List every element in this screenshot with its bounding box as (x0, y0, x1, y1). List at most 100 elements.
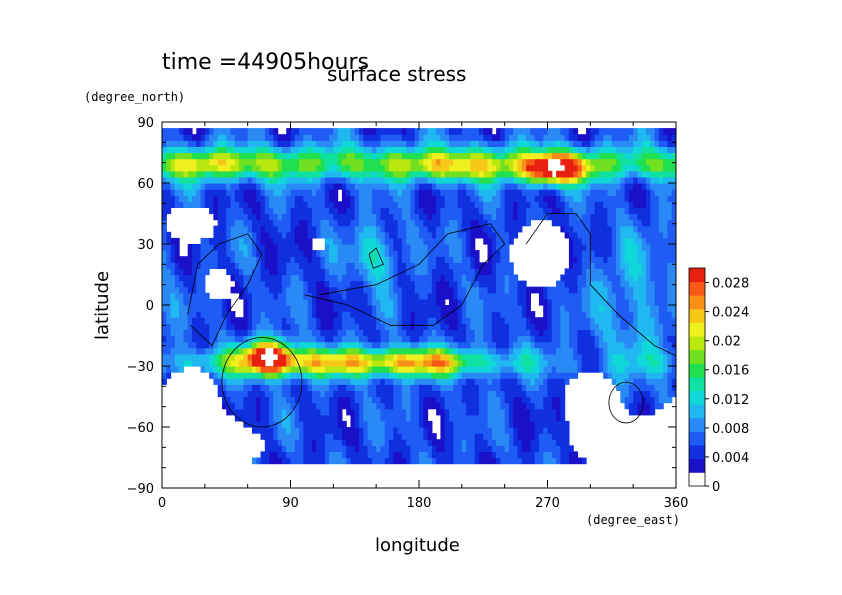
field-cell (371, 323, 377, 330)
field-cell (658, 225, 664, 233)
field-cell (256, 262, 262, 269)
field-cell (397, 231, 403, 239)
field-cell (603, 335, 609, 343)
field-cell (646, 378, 651, 385)
field-cell (423, 390, 429, 398)
field-cell (393, 420, 399, 428)
field-cell (410, 298, 416, 306)
field-cell (389, 311, 394, 318)
field-cell (200, 237, 206, 245)
field-cell (607, 256, 613, 263)
field-cell (170, 359, 176, 367)
field-cell (633, 341, 639, 349)
field-cell (269, 164, 274, 172)
field-cell (466, 256, 471, 263)
field-cell (363, 262, 369, 269)
field-cell (406, 347, 412, 355)
field-cell (200, 170, 206, 178)
field-cell (166, 195, 172, 202)
field-cell (333, 445, 339, 452)
field-cell (401, 207, 407, 215)
field-cell (324, 335, 330, 343)
field-cell (256, 372, 262, 379)
field-cell (346, 329, 352, 337)
field-cell (294, 457, 300, 465)
field-cell (264, 311, 270, 318)
field-cell (333, 268, 339, 276)
field-cell (191, 195, 197, 202)
field-cell (491, 207, 497, 215)
field-cell (513, 433, 519, 440)
field-cell (658, 189, 664, 196)
field-cell (299, 213, 304, 221)
field-cell (406, 329, 412, 337)
field-cell (556, 427, 561, 434)
field-cell (436, 268, 442, 276)
field-cell (324, 457, 330, 465)
field-cell (496, 311, 501, 318)
field-cell (333, 176, 339, 184)
field-cell (474, 286, 480, 294)
field-cell (346, 335, 352, 343)
field-cell (650, 305, 656, 312)
field-cell (500, 347, 506, 355)
field-cell (183, 256, 189, 263)
field-cell (316, 317, 322, 324)
field-cell (397, 402, 403, 410)
field-cell (187, 268, 193, 276)
field-cell (419, 250, 424, 257)
field-cell (547, 402, 553, 410)
field-cell (333, 274, 339, 282)
field-cell (354, 433, 360, 440)
field-cell (183, 292, 189, 300)
field-cell (607, 286, 613, 294)
field-cell (286, 219, 292, 227)
field-cell (419, 237, 424, 245)
field-cell (577, 286, 583, 294)
field-cell (226, 335, 232, 343)
field-cell (448, 396, 454, 404)
field-cell (517, 280, 523, 288)
field-cell (251, 195, 257, 202)
field-cell (410, 433, 416, 440)
field-cell (337, 201, 343, 208)
field-cell (230, 183, 236, 190)
field-cell (466, 231, 471, 239)
field-cell (547, 414, 553, 422)
field-cell (363, 451, 369, 459)
field-cell (526, 366, 531, 373)
field-cell (324, 176, 330, 184)
field-cell (397, 414, 403, 422)
field-cell (350, 231, 356, 239)
field-cell (269, 176, 274, 184)
field-cell (354, 305, 360, 312)
field-cell (410, 445, 416, 452)
field-cell (359, 372, 364, 379)
field-cell (294, 445, 300, 452)
field-cell (611, 280, 617, 288)
field-cell (431, 451, 437, 459)
field-cell (260, 176, 266, 184)
field-cell (667, 237, 673, 245)
field-cell (573, 305, 579, 312)
field-cell (534, 329, 540, 337)
field-cell (637, 378, 643, 385)
field-cell (491, 201, 497, 208)
field-cell (200, 305, 206, 312)
field-cell (663, 176, 669, 184)
field-cell (436, 256, 442, 263)
field-cell (436, 280, 442, 288)
field-cell (384, 439, 390, 446)
field-cell (273, 317, 279, 324)
field-cell (359, 274, 364, 282)
field-cell (320, 317, 326, 324)
field-cell (577, 256, 583, 263)
field-cell (427, 256, 433, 263)
field-cell (671, 201, 676, 208)
field-cell (427, 286, 433, 294)
field-cell (526, 378, 531, 385)
field-cell (273, 408, 279, 416)
field-cell (350, 280, 356, 288)
field-cell (414, 195, 420, 202)
field-cell (448, 390, 454, 398)
